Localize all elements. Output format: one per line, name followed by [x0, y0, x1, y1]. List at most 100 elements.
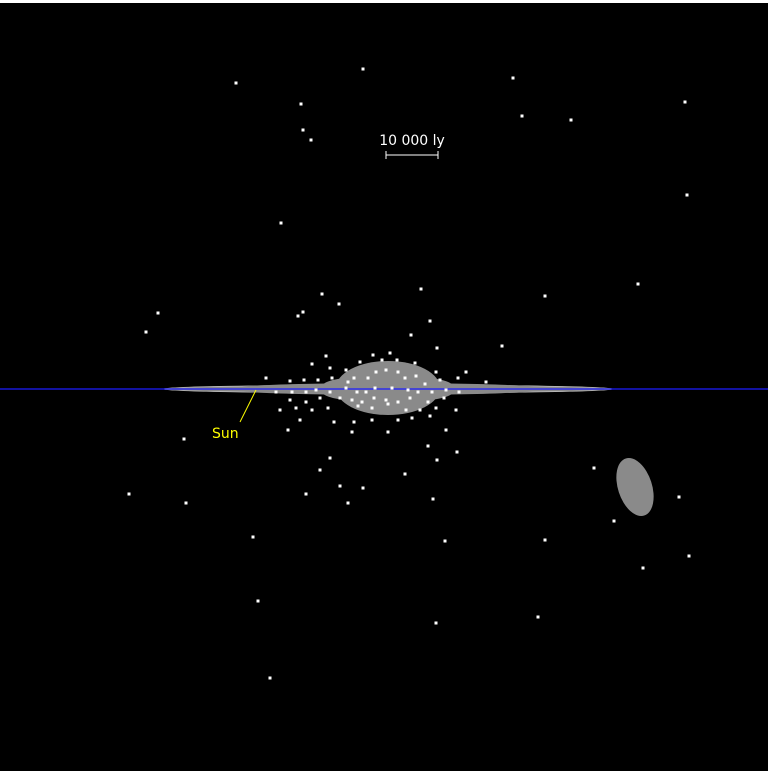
star-cluster-dot[interactable]: [251, 535, 255, 539]
star-cluster-dot[interactable]: [301, 310, 305, 314]
star-cluster-dot[interactable]: [677, 495, 681, 499]
star-cluster-dot[interactable]: [388, 351, 392, 355]
star-cluster-dot[interactable]: [290, 390, 294, 394]
star-cluster-dot[interactable]: [234, 81, 238, 85]
star-cluster-dot[interactable]: [355, 390, 359, 394]
star-cluster-dot[interactable]: [302, 378, 306, 382]
star-cluster-dot[interactable]: [406, 388, 410, 392]
star-cluster-dot[interactable]: [184, 501, 188, 505]
star-cluster-dot[interactable]: [500, 344, 504, 348]
star-cluster-dot[interactable]: [356, 404, 360, 408]
star-cluster-dot[interactable]: [431, 497, 435, 501]
star-cluster-dot[interactable]: [419, 287, 423, 291]
star-cluster-dot[interactable]: [372, 396, 376, 400]
star-cluster-dot[interactable]: [414, 374, 418, 378]
star-cluster-dot[interactable]: [444, 388, 448, 392]
star-cluster-dot[interactable]: [685, 193, 689, 197]
star-cluster-dot[interactable]: [409, 333, 413, 337]
star-cluster-dot[interactable]: [288, 398, 292, 402]
star-cluster-dot[interactable]: [324, 354, 328, 358]
star-cluster-dot[interactable]: [328, 456, 332, 460]
star-cluster-dot[interactable]: [428, 414, 432, 418]
star-cluster-dot[interactable]: [286, 428, 290, 432]
star-cluster-dot[interactable]: [396, 370, 400, 374]
star-cluster-dot[interactable]: [268, 676, 272, 680]
star-cluster-dot[interactable]: [328, 366, 332, 370]
star-cluster-dot[interactable]: [127, 492, 131, 496]
star-cluster-dot[interactable]: [371, 353, 375, 357]
star-cluster-dot[interactable]: [426, 444, 430, 448]
star-cluster-dot[interactable]: [384, 368, 388, 372]
star-cluster-dot[interactable]: [418, 408, 422, 412]
star-cluster-dot[interactable]: [413, 361, 417, 365]
star-cluster-dot[interactable]: [278, 408, 282, 412]
star-cluster-dot[interactable]: [434, 370, 438, 374]
star-cluster-dot[interactable]: [395, 358, 399, 362]
star-cluster-dot[interactable]: [386, 402, 390, 406]
star-cluster-dot[interactable]: [310, 408, 314, 412]
star-cluster-dot[interactable]: [569, 118, 573, 122]
star-cluster-dot[interactable]: [360, 400, 364, 404]
star-cluster-dot[interactable]: [435, 346, 439, 350]
star-cluster-dot[interactable]: [687, 554, 691, 558]
star-cluster-dot[interactable]: [358, 360, 362, 364]
star-cluster-dot[interactable]: [430, 390, 434, 394]
star-cluster-dot[interactable]: [364, 390, 368, 394]
star-cluster-dot[interactable]: [294, 406, 298, 410]
star-cluster-dot[interactable]: [454, 408, 458, 412]
star-cluster-dot[interactable]: [256, 599, 260, 603]
star-cluster-dot[interactable]: [435, 458, 439, 462]
star-cluster-dot[interactable]: [396, 418, 400, 422]
star-cluster-dot[interactable]: [316, 378, 320, 382]
star-cluster-dot[interactable]: [403, 376, 407, 380]
star-cluster-dot[interactable]: [361, 486, 365, 490]
star-cluster-dot[interactable]: [309, 138, 313, 142]
star-cluster-dot[interactable]: [373, 386, 377, 390]
star-cluster-dot[interactable]: [410, 416, 414, 420]
star-cluster-dot[interactable]: [296, 314, 300, 318]
star-cluster-dot[interactable]: [520, 114, 524, 118]
star-cluster-dot[interactable]: [299, 102, 303, 106]
star-cluster-dot[interactable]: [442, 396, 446, 400]
star-cluster-dot[interactable]: [326, 406, 330, 410]
star-cluster-dot[interactable]: [426, 400, 430, 404]
star-cluster-dot[interactable]: [156, 311, 160, 315]
star-cluster-dot[interactable]: [443, 539, 447, 543]
star-cluster-dot[interactable]: [370, 418, 374, 422]
star-cluster-dot[interactable]: [464, 370, 468, 374]
star-cluster-dot[interactable]: [456, 376, 460, 380]
star-cluster-dot[interactable]: [330, 376, 334, 380]
star-cluster-dot[interactable]: [350, 398, 354, 402]
star-cluster-dot[interactable]: [338, 484, 342, 488]
star-cluster-dot[interactable]: [592, 466, 596, 470]
star-cluster-dot[interactable]: [298, 418, 302, 422]
star-cluster-dot[interactable]: [344, 386, 348, 390]
star-cluster-dot[interactable]: [543, 538, 547, 542]
star-cluster-dot[interactable]: [434, 621, 438, 625]
star-cluster-dot[interactable]: [346, 501, 350, 505]
star-cluster-dot[interactable]: [144, 330, 148, 334]
star-cluster-dot[interactable]: [543, 294, 547, 298]
star-cluster-dot[interactable]: [361, 67, 365, 71]
star-cluster-dot[interactable]: [457, 390, 461, 394]
star-cluster-dot[interactable]: [423, 382, 427, 386]
star-cluster-dot[interactable]: [683, 100, 687, 104]
star-cluster-dot[interactable]: [264, 376, 268, 380]
star-cluster-dot[interactable]: [438, 378, 442, 382]
star-cluster-dot[interactable]: [318, 396, 322, 400]
star-cluster-dot[interactable]: [328, 390, 332, 394]
star-cluster-dot[interactable]: [344, 368, 348, 372]
star-cluster-dot[interactable]: [396, 400, 400, 404]
star-cluster-dot[interactable]: [346, 380, 350, 384]
star-cluster-dot[interactable]: [404, 408, 408, 412]
star-cluster-dot[interactable]: [310, 362, 314, 366]
star-cluster-dot[interactable]: [352, 376, 356, 380]
star-cluster-dot[interactable]: [434, 406, 438, 410]
star-cluster-dot[interactable]: [338, 396, 342, 400]
star-cluster-dot[interactable]: [386, 430, 390, 434]
star-cluster-dot[interactable]: [403, 472, 407, 476]
star-cluster-dot[interactable]: [612, 519, 616, 523]
star-cluster-dot[interactable]: [374, 370, 378, 374]
star-cluster-dot[interactable]: [301, 128, 305, 132]
